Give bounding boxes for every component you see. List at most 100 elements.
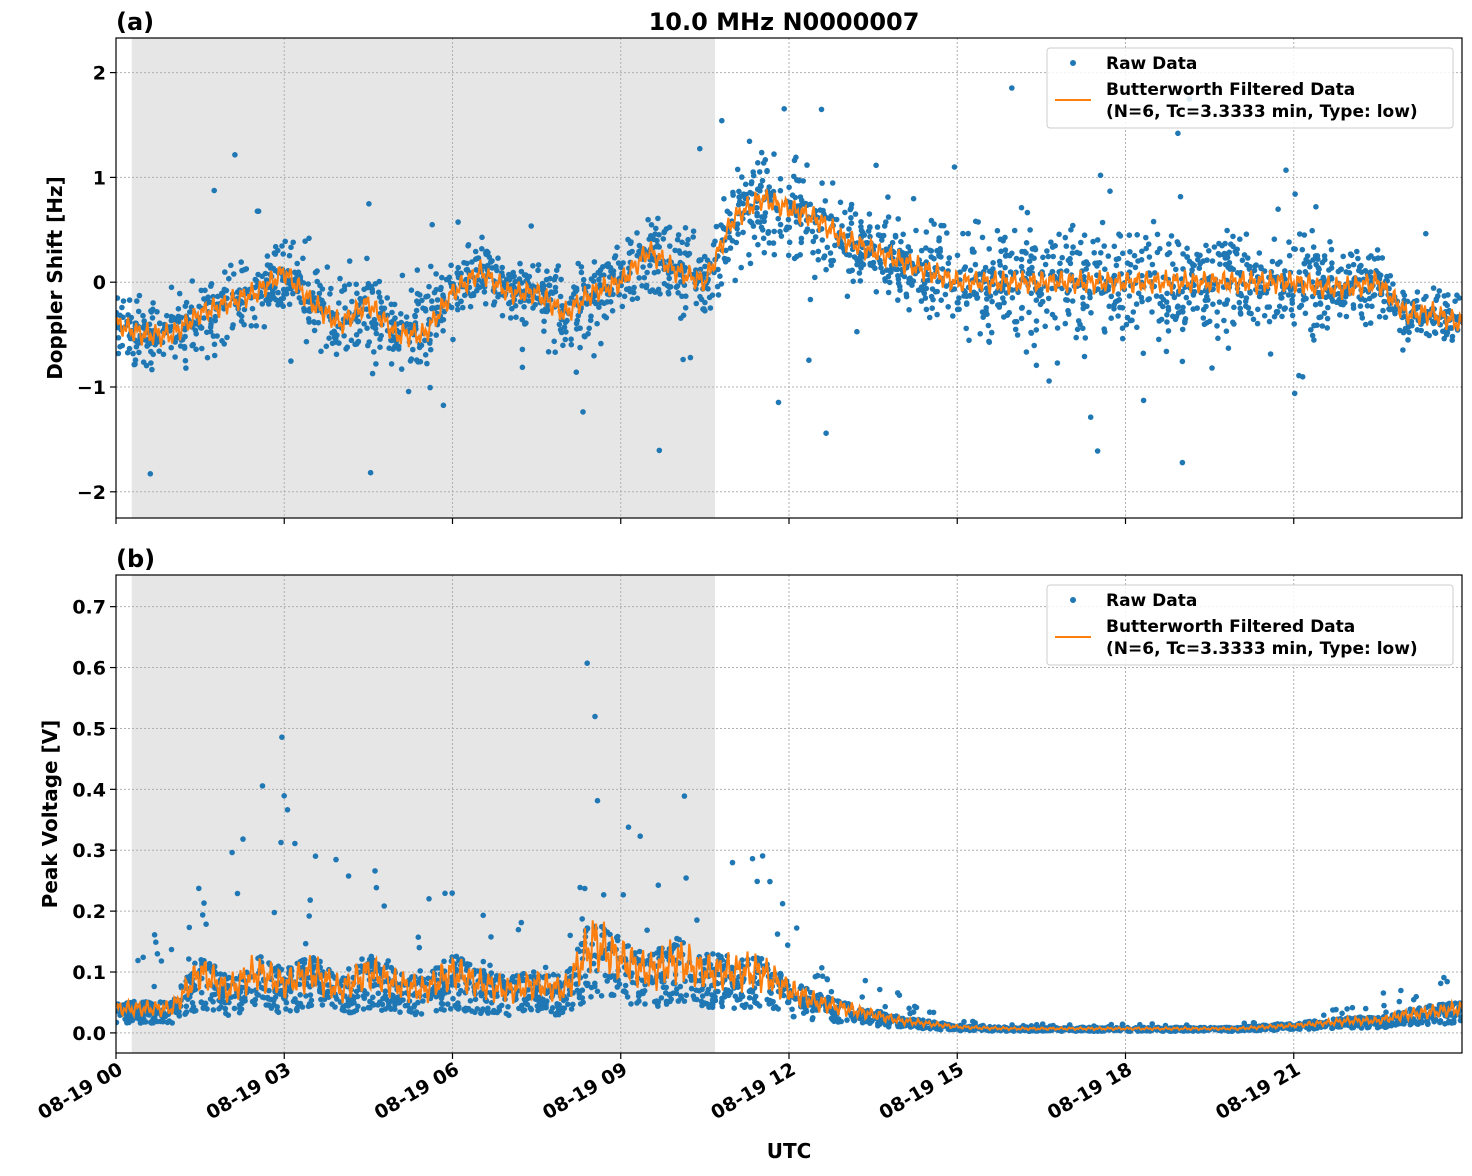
raw-data-point: [1087, 291, 1093, 297]
raw-data-point: [148, 308, 154, 314]
raw-data-point: [1114, 263, 1120, 269]
raw-data-point: [412, 314, 418, 320]
raw-data-point: [1185, 254, 1191, 260]
raw-data-point: [377, 344, 383, 350]
raw-data-point: [309, 1003, 315, 1009]
raw-data-point: [1052, 243, 1058, 249]
raw-data-point: [304, 339, 310, 345]
raw-data-point: [1292, 191, 1298, 197]
raw-data-point: [266, 996, 272, 1002]
raw-data-point: [989, 330, 995, 336]
raw-data-point: [591, 353, 597, 359]
panel-b-label: (b): [116, 545, 155, 573]
raw-data-point: [1034, 297, 1040, 303]
raw-data-point: [595, 798, 601, 804]
raw-data-point: [676, 232, 682, 238]
raw-data-point: [727, 235, 733, 241]
raw-data-point: [1088, 414, 1094, 420]
raw-data-point: [1034, 327, 1040, 333]
raw-data-point: [1301, 261, 1307, 267]
raw-data-point: [903, 251, 909, 257]
raw-data-point: [307, 897, 313, 903]
raw-data-point: [823, 430, 829, 436]
raw-data-point: [663, 990, 669, 996]
raw-data-point: [337, 276, 343, 282]
raw-data-point: [740, 230, 746, 236]
raw-data-point: [1315, 256, 1321, 262]
raw-data-point: [1013, 327, 1019, 333]
raw-data-point: [1010, 295, 1016, 301]
raw-data-point: [749, 191, 755, 197]
raw-data-point: [845, 294, 851, 300]
raw-data-point: [426, 896, 432, 902]
raw-data-point: [1112, 244, 1118, 250]
raw-data-point: [553, 274, 559, 280]
raw-data-point: [440, 328, 446, 334]
raw-data-point: [199, 990, 205, 996]
raw-data-point: [1394, 1020, 1400, 1026]
raw-data-point: [324, 344, 330, 350]
raw-data-point: [717, 273, 723, 279]
raw-data-point: [929, 305, 935, 311]
raw-data-point: [381, 903, 387, 909]
raw-data-point: [657, 291, 663, 297]
raw-data-point: [986, 339, 992, 345]
raw-data-point: [930, 297, 936, 303]
raw-data-point: [697, 257, 703, 263]
raw-data-point: [398, 311, 404, 317]
raw-data-point: [667, 225, 673, 231]
raw-data-point: [605, 299, 611, 305]
raw-data-point: [252, 315, 258, 321]
raw-data-point: [377, 294, 383, 300]
raw-data-point: [1313, 302, 1319, 308]
raw-data-point: [536, 262, 542, 268]
raw-data-point: [474, 288, 480, 294]
raw-data-point: [1381, 299, 1387, 305]
raw-data-point: [150, 315, 156, 321]
raw-data-point: [263, 1002, 269, 1008]
raw-data-point: [409, 287, 415, 293]
raw-data-point: [552, 349, 558, 355]
raw-data-point: [1324, 325, 1330, 331]
raw-data-point: [906, 307, 912, 313]
raw-data-point: [808, 297, 814, 303]
raw-data-point: [817, 992, 823, 998]
raw-data-point: [1431, 321, 1437, 327]
raw-data-point: [1204, 294, 1210, 300]
raw-data-point: [965, 231, 971, 237]
raw-data-point: [1257, 250, 1263, 256]
raw-data-point: [1438, 981, 1444, 987]
raw-data-point: [622, 294, 628, 300]
raw-data-point: [287, 1008, 293, 1014]
raw-data-point: [642, 275, 648, 281]
raw-data-point: [1245, 255, 1251, 261]
raw-data-point: [187, 925, 193, 931]
raw-data-point: [617, 981, 623, 987]
raw-data-point: [389, 965, 395, 971]
raw-data-point: [419, 1011, 425, 1017]
raw-data-point: [1151, 219, 1157, 225]
raw-data-point: [778, 188, 784, 194]
raw-data-point: [455, 219, 461, 225]
raw-data-point: [460, 305, 466, 311]
raw-data-point: [595, 989, 601, 995]
raw-data-point: [919, 248, 925, 254]
raw-data-point: [601, 892, 607, 898]
raw-data-point: [581, 277, 587, 283]
raw-data-point: [157, 321, 163, 327]
raw-data-point: [176, 317, 182, 323]
raw-data-point: [1272, 314, 1278, 320]
raw-data-point: [373, 361, 379, 367]
raw-data-point: [1164, 291, 1170, 297]
chart-title: 10.0 MHz N0000007: [649, 8, 920, 36]
legend-filtered-label: Butterworth Filtered Data: [1106, 80, 1355, 100]
raw-data-point: [1354, 249, 1360, 255]
raw-data-point: [1031, 255, 1037, 261]
raw-data-point: [687, 251, 693, 257]
raw-data-point: [734, 240, 740, 246]
raw-data-point: [762, 214, 768, 220]
raw-data-point: [1019, 316, 1025, 322]
raw-data-point: [895, 297, 901, 303]
raw-data-point: [312, 320, 318, 326]
raw-data-point: [1095, 237, 1101, 243]
